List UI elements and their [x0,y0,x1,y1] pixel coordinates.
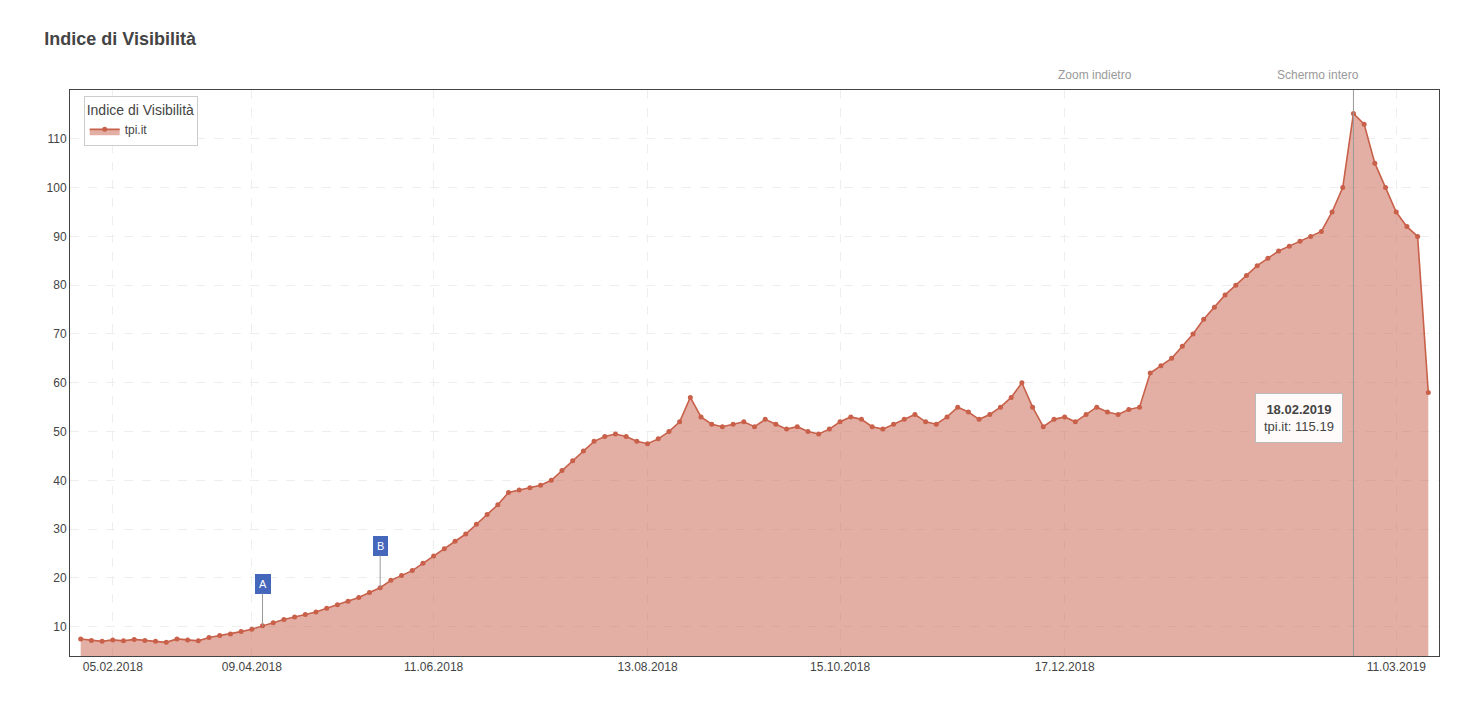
svg-text:100: 100 [47,181,67,195]
svg-text:05.02.2018: 05.02.2018 [83,660,143,674]
svg-text:Zoom indietro: Zoom indietro [1058,68,1132,82]
svg-text:Schermo intero: Schermo intero [1277,68,1359,82]
svg-text:110: 110 [47,132,66,146]
svg-text:17.12.2018: 17.12.2018 [1035,660,1095,674]
svg-text:09.04.2018: 09.04.2018 [222,660,282,674]
svg-text:B: B [377,540,384,552]
svg-text:Indice di Visibilità: Indice di Visibilità [87,102,194,118]
svg-text:11.03.2019: 11.03.2019 [1367,660,1426,674]
svg-text:15.10.2018: 15.10.2018 [810,660,870,674]
svg-text:tpi.it: tpi.it [125,123,148,137]
svg-text:30: 30 [53,522,67,536]
svg-text:A: A [259,578,267,590]
svg-text:80: 80 [53,278,67,292]
svg-text:40: 40 [53,474,67,488]
svg-text:20: 20 [53,571,67,585]
svg-text:13.08.2018: 13.08.2018 [618,660,678,674]
svg-text:Indice di Visibilità: Indice di Visibilità [44,29,197,49]
svg-text:50: 50 [53,425,67,439]
svg-text:10: 10 [53,620,67,634]
svg-text:70: 70 [53,327,67,341]
svg-text:90: 90 [53,230,67,244]
svg-text:18.02.2019tpi.it: 115.19: 18.02.2019tpi.it: 115.19 [1264,402,1334,434]
svg-text:11.06.2018: 11.06.2018 [404,660,463,674]
svg-text:60: 60 [53,376,67,390]
